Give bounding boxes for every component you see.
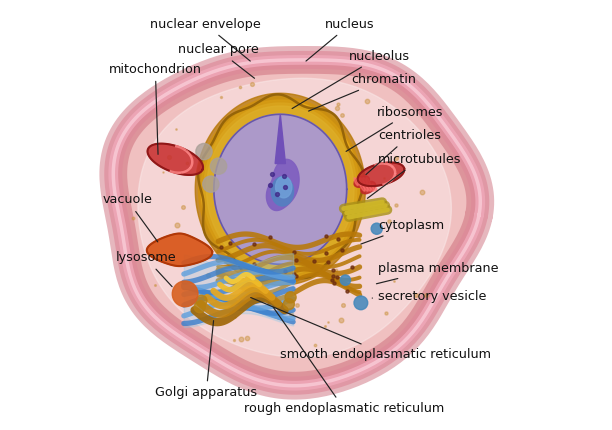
Polygon shape	[147, 233, 212, 266]
Polygon shape	[206, 106, 354, 273]
Text: microtubules: microtubules	[367, 153, 461, 198]
Text: chromatin: chromatin	[308, 74, 416, 111]
Circle shape	[354, 296, 368, 310]
Ellipse shape	[271, 177, 294, 206]
Text: nuclear pore: nuclear pore	[177, 43, 258, 78]
Ellipse shape	[366, 184, 371, 191]
Circle shape	[211, 158, 226, 174]
Text: nucleus: nucleus	[306, 18, 375, 61]
Text: centrioles: centrioles	[366, 129, 441, 175]
Text: mitochondrion: mitochondrion	[109, 63, 202, 154]
Circle shape	[340, 275, 351, 285]
Circle shape	[196, 295, 207, 306]
Polygon shape	[204, 103, 357, 276]
Circle shape	[285, 292, 296, 303]
Text: nuclear envelope: nuclear envelope	[150, 18, 261, 61]
Polygon shape	[138, 78, 452, 357]
Polygon shape	[198, 95, 364, 282]
Polygon shape	[195, 93, 365, 285]
Polygon shape	[201, 100, 359, 279]
Ellipse shape	[354, 178, 358, 185]
Polygon shape	[198, 97, 362, 282]
Circle shape	[283, 298, 294, 310]
Circle shape	[172, 281, 198, 307]
Circle shape	[371, 223, 382, 234]
Ellipse shape	[357, 178, 361, 185]
Circle shape	[196, 144, 212, 160]
Ellipse shape	[363, 184, 368, 191]
Circle shape	[194, 301, 205, 313]
Ellipse shape	[366, 178, 370, 185]
Text: plasma membrane: plasma membrane	[376, 262, 499, 284]
Text: vacuole: vacuole	[102, 194, 158, 242]
Ellipse shape	[360, 181, 376, 194]
Polygon shape	[275, 114, 285, 163]
Text: secretory vesicle: secretory vesicle	[372, 290, 487, 303]
Polygon shape	[214, 114, 347, 264]
Polygon shape	[357, 163, 405, 186]
Ellipse shape	[360, 178, 364, 185]
Ellipse shape	[354, 176, 370, 187]
Polygon shape	[266, 160, 299, 211]
Ellipse shape	[369, 184, 374, 191]
Text: smooth endoplasmatic reticulum: smooth endoplasmatic reticulum	[251, 298, 491, 361]
Polygon shape	[147, 144, 203, 175]
Text: ribosomes: ribosomes	[346, 106, 443, 151]
Text: nucleolus: nucleolus	[292, 50, 410, 108]
Ellipse shape	[363, 178, 367, 185]
Circle shape	[203, 176, 219, 192]
Polygon shape	[113, 60, 480, 386]
Text: lysosome: lysosome	[115, 252, 176, 287]
Text: cytoplasm: cytoplasm	[361, 219, 444, 244]
Text: rough endoplasmatic reticulum: rough endoplasmatic reticulum	[244, 307, 444, 415]
Text: Golgi apparatus: Golgi apparatus	[155, 321, 257, 399]
Ellipse shape	[275, 176, 292, 198]
Ellipse shape	[372, 184, 377, 191]
Ellipse shape	[360, 184, 365, 191]
